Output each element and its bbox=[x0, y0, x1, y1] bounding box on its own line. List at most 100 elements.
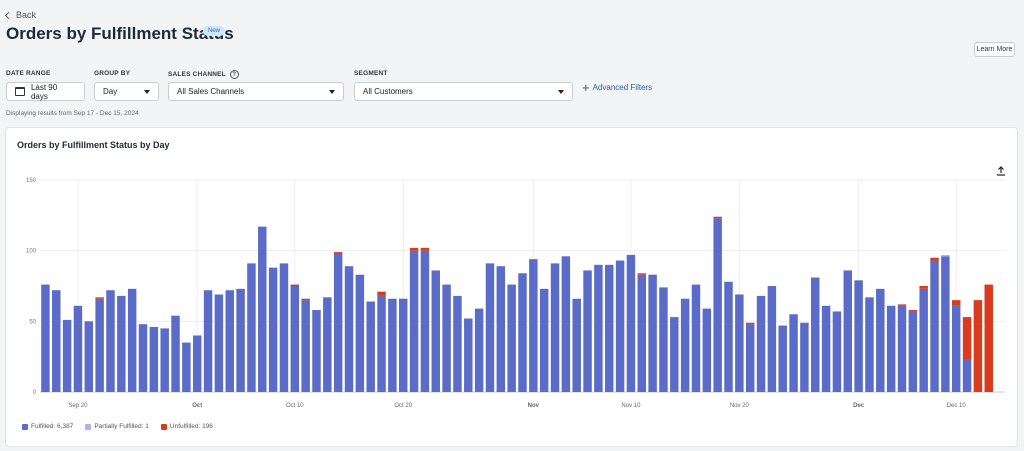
bar-fulfilled bbox=[615, 260, 625, 392]
bar-fulfilled bbox=[605, 264, 614, 392]
bar-fulfilled bbox=[366, 301, 375, 392]
bar-fulfilled bbox=[876, 288, 885, 392]
legend-label-partial: Partially Fulfilled: 1 bbox=[94, 423, 149, 430]
legend-swatch-unfulfilled bbox=[160, 423, 167, 430]
bar-fulfilled bbox=[865, 297, 874, 392]
export-icon[interactable] bbox=[995, 165, 1007, 177]
group-by-select[interactable]: Day bbox=[94, 82, 159, 101]
chart-legend: Fulfilled: 6,387 Partially Fulfilled: 1 … bbox=[22, 423, 213, 430]
segment-select[interactable]: All Customers bbox=[354, 82, 573, 101]
advanced-filters-label: Advanced Filters bbox=[592, 83, 653, 92]
bar-fulfilled bbox=[637, 274, 646, 392]
y-tick-label: 50 bbox=[29, 319, 36, 325]
help-icon[interactable]: ? bbox=[229, 70, 239, 79]
bar-fulfilled bbox=[550, 263, 560, 392]
bar-unfulfilled bbox=[637, 273, 646, 275]
legend-item-fulfilled[interactable]: Fulfilled: 6,387 bbox=[22, 423, 73, 430]
bar-unfulfilled bbox=[973, 300, 983, 392]
bar-fulfilled bbox=[626, 254, 636, 392]
bar-fulfilled bbox=[529, 259, 538, 392]
group-by-value: Day bbox=[103, 87, 118, 96]
legend-swatch-partial bbox=[85, 423, 92, 430]
group-by-label: GROUP BY bbox=[94, 70, 130, 77]
x-tick-label: Oct bbox=[192, 403, 202, 409]
bar-fulfilled bbox=[323, 297, 332, 392]
bar-fulfilled bbox=[236, 288, 245, 392]
bar-unfulfilled bbox=[951, 300, 961, 306]
bar-fulfilled bbox=[203, 290, 213, 392]
caret-down-icon bbox=[144, 89, 150, 94]
y-tick-label: 150 bbox=[26, 178, 37, 184]
back-link[interactable]: Back bbox=[4, 10, 37, 20]
bar-fulfilled bbox=[832, 311, 842, 392]
bar-fulfilled bbox=[908, 311, 918, 392]
legend-label-fulfilled: Fulfilled: 6,387 bbox=[31, 423, 74, 430]
bar-fulfilled bbox=[821, 305, 831, 392]
bar-fulfilled bbox=[789, 314, 798, 392]
bar-fulfilled bbox=[539, 288, 549, 392]
x-tick-label: Nov 20 bbox=[730, 403, 750, 409]
bar-fulfilled bbox=[301, 300, 310, 392]
legend-item-partially-fulfilled[interactable]: Partially Fulfilled: 1 bbox=[85, 423, 149, 430]
bar-fulfilled bbox=[312, 310, 321, 392]
bar-partially-fulfilled bbox=[941, 254, 950, 257]
bar-fulfilled bbox=[951, 305, 961, 392]
segment-label: SEGMENT bbox=[354, 70, 388, 77]
advanced-filters-link[interactable]: + Advanced Filters bbox=[582, 81, 653, 94]
bar-fulfilled bbox=[713, 218, 722, 392]
bar-fulfilled bbox=[659, 287, 668, 392]
y-tick-label: 0 bbox=[33, 390, 37, 396]
date-range-summary: Displaying results from Sep 17 - Dec 15,… bbox=[6, 110, 139, 117]
bar-fulfilled bbox=[84, 321, 94, 392]
chart-title: Orders by Fulfillment Status by Day bbox=[17, 140, 170, 150]
bar-fulfilled bbox=[843, 270, 853, 392]
bar-unfulfilled bbox=[333, 252, 343, 254]
bar-fulfilled bbox=[117, 295, 126, 392]
bar-fulfilled bbox=[377, 295, 386, 392]
learn-more-button[interactable]: Learn More bbox=[974, 42, 1015, 57]
x-tick-label: Nov bbox=[528, 403, 540, 409]
bar-fulfilled bbox=[225, 290, 234, 392]
bar-fulfilled bbox=[258, 226, 267, 392]
bar-fulfilled bbox=[583, 270, 592, 392]
bar-fulfilled bbox=[594, 264, 603, 392]
back-label: Back bbox=[16, 10, 37, 20]
bar-fulfilled bbox=[127, 288, 137, 392]
bar-fulfilled bbox=[735, 294, 744, 392]
bar-fulfilled bbox=[518, 273, 527, 392]
legend-item-unfulfilled[interactable]: Unfulfilled: 196 bbox=[160, 423, 213, 430]
date-range-button[interactable]: Last 90 days bbox=[6, 82, 85, 101]
bar-fulfilled bbox=[811, 277, 820, 392]
date-range-value: Last 90 days bbox=[30, 82, 58, 101]
bar-unfulfilled bbox=[409, 247, 419, 251]
bar-fulfilled bbox=[290, 286, 300, 392]
bar-fulfilled bbox=[507, 284, 516, 392]
sales-channel-select[interactable]: All Sales Channels bbox=[168, 82, 344, 101]
bar-fulfilled bbox=[962, 359, 972, 392]
bar-fulfilled bbox=[474, 308, 484, 392]
bar-fulfilled bbox=[214, 294, 224, 392]
bar-fulfilled bbox=[160, 328, 169, 392]
legend-total: 6,387 bbox=[57, 423, 74, 430]
y-tick-label: 100 bbox=[26, 249, 37, 255]
bar-unfulfilled bbox=[962, 317, 972, 360]
sales-channel-label: SALES CHANNEL ? bbox=[168, 70, 239, 79]
bar-fulfilled bbox=[62, 319, 72, 392]
bar-fulfilled bbox=[648, 274, 657, 392]
bar-fulfilled bbox=[106, 290, 115, 392]
bar-fulfilled bbox=[941, 256, 950, 392]
bar-fulfilled bbox=[778, 325, 787, 392]
bar-fulfilled bbox=[355, 274, 365, 392]
segment-label-text: SEGMENT bbox=[354, 70, 388, 77]
bar-fulfilled bbox=[279, 263, 289, 392]
bar-fulfilled bbox=[897, 305, 907, 392]
bar-fulfilled bbox=[52, 290, 61, 392]
bar-fulfilled bbox=[724, 281, 733, 392]
sales-channel-value: All Sales Channels bbox=[177, 87, 245, 96]
bar-fulfilled bbox=[442, 284, 451, 392]
bar-fulfilled bbox=[247, 263, 256, 392]
legend-name: Fulfilled bbox=[31, 423, 54, 430]
bar-fulfilled bbox=[561, 256, 571, 392]
group-by-label-text: GROUP BY bbox=[94, 70, 131, 77]
